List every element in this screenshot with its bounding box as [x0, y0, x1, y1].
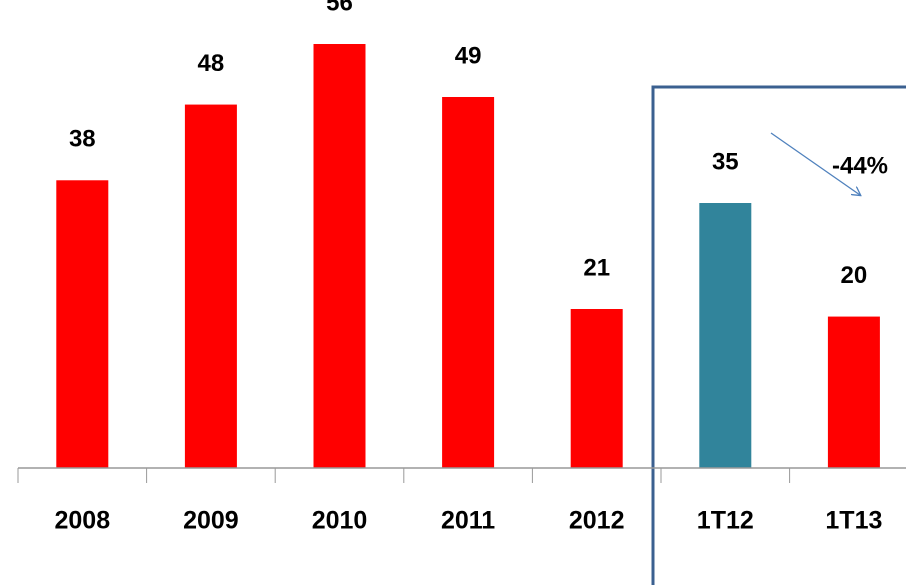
- value-label: 38: [69, 126, 96, 153]
- value-label: 56: [326, 0, 353, 16]
- bar: [313, 44, 366, 468]
- value-label: 20: [841, 262, 868, 289]
- value-label: 21: [583, 254, 610, 281]
- x-tick-label: 1T12: [697, 507, 754, 535]
- bar: [570, 309, 623, 468]
- x-tick-label: 1T13: [825, 507, 882, 535]
- x-tick-label: 2012: [569, 507, 625, 535]
- bar: [442, 97, 495, 468]
- change-annotation: -44%: [832, 152, 888, 179]
- change-arrow: [770, 132, 860, 195]
- bar: [56, 180, 109, 469]
- x-tick-label: 2009: [183, 507, 239, 535]
- x-tick-label: 2010: [312, 507, 368, 535]
- x-tick-label: 2008: [54, 507, 110, 535]
- bar: [699, 203, 752, 468]
- bar: [184, 104, 237, 469]
- value-label: 35: [712, 148, 739, 175]
- value-label: 48: [198, 50, 225, 77]
- x-tick-label: 2011: [441, 507, 495, 535]
- bar: [827, 316, 880, 468]
- value-label: 49: [455, 42, 482, 69]
